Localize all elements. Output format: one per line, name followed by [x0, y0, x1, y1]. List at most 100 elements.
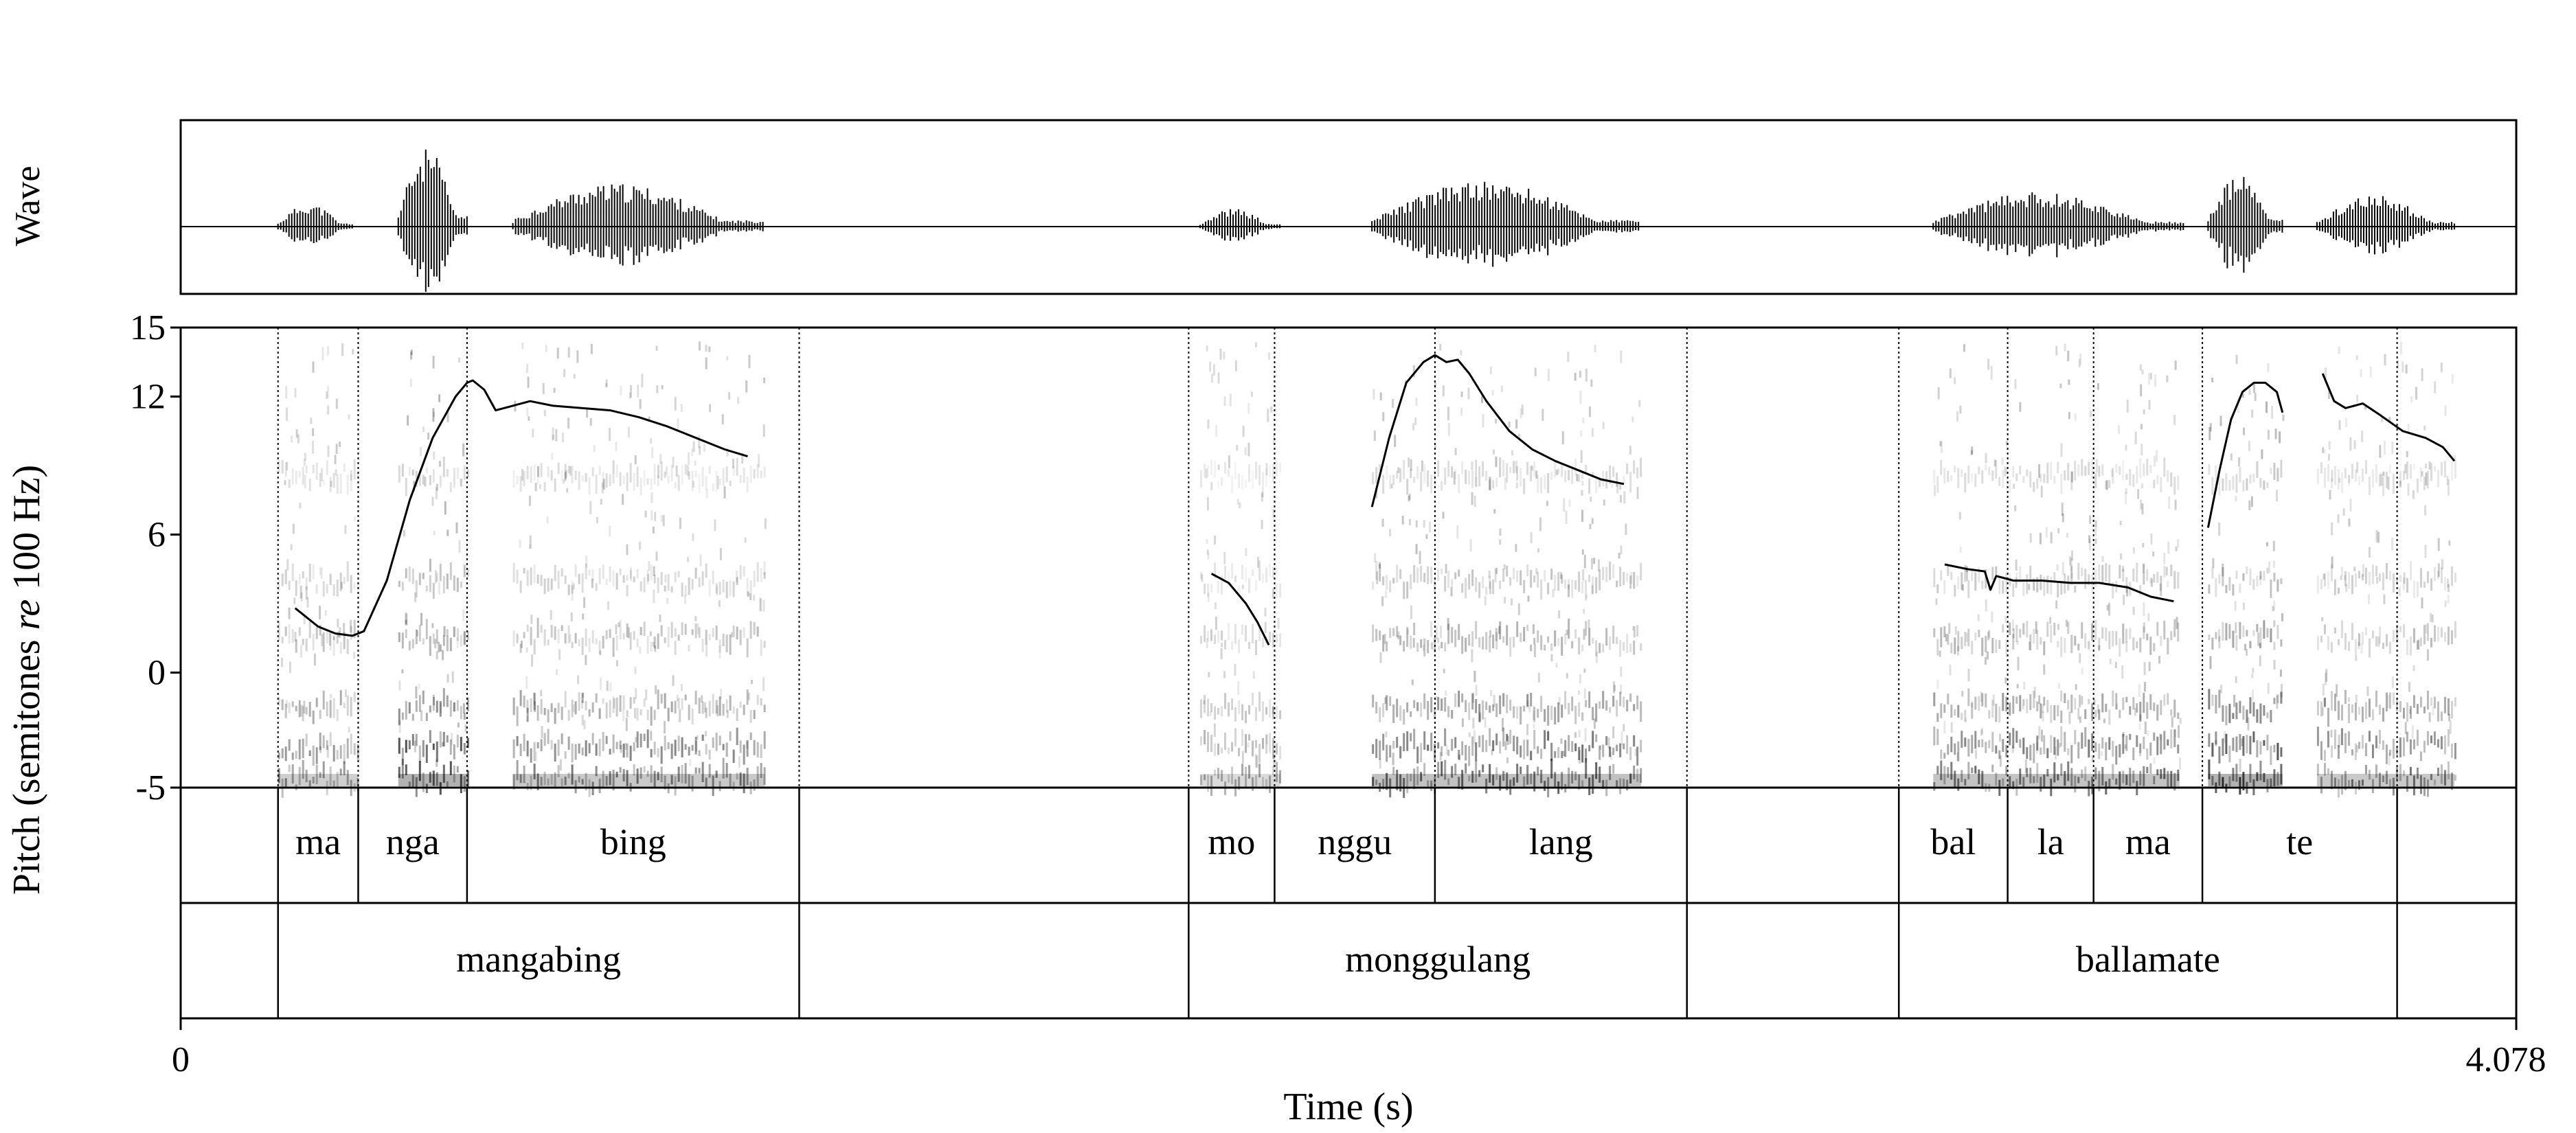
spectrogram-cell — [2406, 775, 2408, 792]
spectrogram-cell — [302, 639, 304, 645]
spectrogram-cell — [2316, 764, 2319, 776]
spectrogram-cell — [2331, 556, 2334, 569]
spectrogram-cell — [2022, 623, 2025, 635]
spectrogram-cell — [281, 573, 284, 586]
spectrogram-cell — [1478, 466, 1481, 487]
spectrogram-cell — [2036, 630, 2039, 650]
spectrogram-cell — [2074, 775, 2077, 792]
spectrogram-cell — [2222, 705, 2224, 722]
spectrogram-cell — [749, 580, 752, 593]
spectrogram-cell — [2147, 730, 2149, 736]
spectrogram-cell — [1245, 734, 1247, 753]
spectrogram-cell — [1241, 751, 1244, 764]
syllable-label-ma: ma — [295, 821, 341, 862]
spectrogram-cell — [530, 466, 532, 483]
spectrogram-cell — [1276, 634, 1278, 643]
spectrogram-cell — [1544, 730, 1546, 749]
spectrogram-cell — [1413, 565, 1416, 583]
spectrogram-cell — [295, 470, 297, 484]
spectrogram-cell — [2320, 579, 2323, 590]
spectrogram-cell — [741, 453, 744, 464]
spectrogram-cell — [1636, 467, 1639, 479]
spectrogram-cell — [2239, 466, 2241, 483]
spectrogram-cell — [2415, 387, 2417, 400]
spectrogram-cell — [2399, 481, 2402, 488]
spectrogram-cell — [759, 597, 762, 612]
spectrogram-cell — [2004, 616, 2007, 623]
spectrogram-cell — [462, 443, 465, 457]
spectrogram-cell — [2259, 741, 2262, 755]
spectrogram-cell — [449, 700, 452, 717]
spectrogram-cell — [2220, 685, 2223, 694]
spectrogram-cell — [2094, 710, 2097, 718]
spectrogram-cell — [512, 774, 515, 790]
spectrogram-cell — [2211, 694, 2214, 706]
spectrogram-cell — [629, 392, 631, 399]
spectrogram-cell — [1965, 632, 1968, 643]
spectrogram-cell — [1419, 551, 1421, 564]
spectrogram-cell — [1382, 412, 1385, 422]
spectrogram-cell — [2002, 624, 2004, 633]
spectrogram-cell — [298, 627, 301, 636]
spectrogram-cell — [304, 474, 306, 489]
spectrogram-cell — [749, 732, 752, 740]
spectrogram-cell — [1379, 707, 1381, 722]
spectrogram-cell — [1987, 651, 1989, 660]
spectrogram-cell — [2122, 770, 2125, 783]
spectrogram-cell — [1247, 742, 1250, 748]
spectrogram-cell — [1511, 450, 1513, 456]
spectrogram-cell — [2423, 740, 2426, 753]
spectrogram-cell — [281, 748, 284, 759]
spectrogram-cell — [2235, 634, 2238, 651]
spectrogram-cell — [2451, 374, 2454, 384]
spectrogram-cell — [2026, 747, 2029, 759]
spectrogram-cell — [2382, 740, 2384, 750]
spectrogram-cell — [2146, 702, 2149, 719]
spectrogram-cell — [2218, 746, 2221, 764]
spectrogram-cell — [2416, 640, 2419, 650]
spectrogram-cell — [2174, 729, 2177, 737]
spectrogram-cell — [422, 740, 425, 757]
spectrogram-cell — [2119, 638, 2121, 657]
spectrogram-cell — [1633, 626, 1636, 638]
spectrogram-cell — [2011, 745, 2014, 753]
spectrogram-cell — [466, 737, 469, 748]
spectrogram-cell — [300, 593, 303, 602]
spectrogram-cell — [636, 639, 639, 648]
spectrogram-cell — [1214, 602, 1217, 609]
spectrogram-cell — [564, 633, 567, 644]
spectrogram-cell — [2132, 747, 2135, 761]
spectrogram-cell — [651, 492, 653, 503]
spectrogram-cell — [2146, 766, 2149, 774]
spectrogram-cell — [460, 479, 462, 487]
spectrogram-cell — [418, 683, 420, 689]
spectrogram-cell — [1375, 629, 1378, 641]
spectrogram-cell — [2407, 424, 2410, 434]
spectrogram-cell — [1971, 767, 1974, 774]
spectrogram-cell — [2139, 770, 2142, 786]
spectrogram-cell — [436, 759, 438, 767]
spectrogram-cell — [1565, 510, 1568, 525]
spectrogram-cell — [657, 464, 659, 479]
spectrogram-cell — [547, 466, 550, 478]
spectrogram-cell — [588, 477, 591, 495]
spectrogram-cell — [1578, 702, 1581, 717]
spectrogram-cell — [326, 391, 328, 399]
spectrogram-cell — [657, 748, 659, 757]
spectrogram-cell — [1585, 700, 1588, 707]
spectrogram-cell — [420, 710, 423, 722]
spectrogram-cell — [536, 466, 539, 484]
spectrogram-cell — [2266, 628, 2269, 638]
spectrogram-cell — [674, 776, 677, 796]
spectrogram-cell — [2057, 641, 2059, 648]
spectrogram-cell — [2094, 620, 2097, 640]
spectrogram-cell — [1482, 576, 1484, 588]
spectrogram-cell — [1516, 736, 1519, 755]
spectrogram-cell — [1206, 549, 1209, 555]
spectrogram-cell — [2256, 740, 2259, 757]
spectrogram-cell — [1967, 762, 1970, 779]
spectrogram-cell — [298, 739, 301, 759]
spectrogram-cell — [2071, 551, 2073, 561]
spectrogram-cell — [596, 517, 598, 523]
spectrogram-cell — [398, 720, 401, 733]
